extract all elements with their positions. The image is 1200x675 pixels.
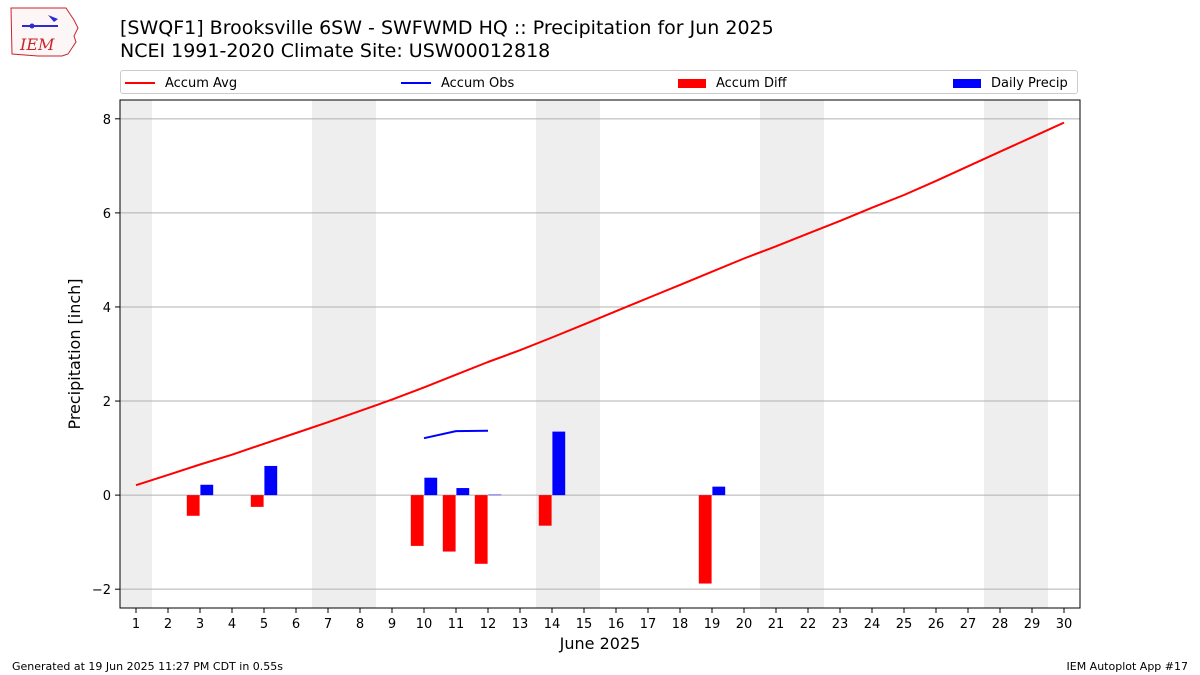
daily-precip-bar [488, 494, 502, 496]
x-tick-label: 28 [992, 617, 1009, 632]
legend-swatch-accum-obs [401, 82, 431, 84]
app-credit: IEM Autoplot App #17 [1066, 660, 1189, 673]
x-tick-label: 4 [228, 617, 236, 632]
x-tick-label: 9 [388, 617, 396, 632]
accum-diff-bar [410, 495, 424, 546]
x-tick-label: 26 [928, 617, 945, 632]
x-tick-label: 30 [1056, 617, 1073, 632]
x-axis-label: June 2025 [559, 634, 641, 653]
x-tick-label: 27 [960, 617, 977, 632]
accum-diff-bar [250, 495, 264, 507]
legend: Accum Avg Accum Obs Accum Diff Daily Pre… [120, 70, 1078, 94]
y-tick-label: 2 [103, 395, 111, 410]
generated-note: Generated at 19 Jun 2025 11:27 PM CDT in… [12, 660, 284, 673]
x-tick-label: 21 [768, 617, 785, 632]
x-tick-label: 3 [196, 617, 204, 632]
daily-precip-bar [552, 431, 566, 496]
accum-diff-bar [538, 495, 552, 526]
x-tick-label: 2 [164, 617, 172, 632]
legend-item-accum-avg: Accum Avg [125, 74, 237, 92]
y-tick-label: −2 [92, 583, 111, 598]
x-tick-label: 14 [544, 617, 561, 632]
x-tick-label: 29 [1024, 617, 1041, 632]
x-tick-label: 22 [800, 617, 817, 632]
x-tick-label: 12 [480, 617, 497, 632]
y-tick-label: 6 [103, 207, 111, 222]
x-tick-label: 1 [132, 617, 140, 632]
accum-diff-bar [698, 495, 712, 584]
accum-diff-bar [442, 495, 456, 552]
legend-swatch-daily-precip [953, 78, 981, 88]
accum-obs-line [423, 429, 489, 440]
x-tick-label: 16 [608, 617, 625, 632]
daily-precip-bar [424, 477, 438, 496]
logo-text: IEM [19, 35, 55, 54]
weekend-band [312, 100, 376, 608]
legend-label-accum-avg: Accum Avg [165, 75, 238, 91]
x-tick-label: 7 [324, 617, 332, 632]
accum-diff-bar [186, 495, 200, 516]
y-tick-label: 4 [103, 301, 111, 316]
iem-logo: IEM [8, 6, 80, 62]
chart-title: [SWQF1] Brooksville 6SW - SWFWMD HQ :: P… [120, 17, 774, 39]
legend-swatch-accum-diff [678, 78, 706, 88]
weekend-band [120, 100, 152, 608]
y-tick-label: 8 [103, 113, 111, 128]
legend-item-daily-precip: Daily Precip [953, 74, 1068, 92]
x-tick-label: 25 [896, 617, 913, 632]
daily-precip-bar [264, 465, 278, 496]
x-tick-label: 20 [736, 617, 753, 632]
legend-swatch-accum-avg [125, 82, 155, 84]
legend-label-accum-obs: Accum Obs [441, 75, 515, 91]
x-tick-label: 23 [832, 617, 849, 632]
legend-item-accum-obs: Accum Obs [401, 74, 514, 92]
y-tick-label: 0 [103, 489, 111, 504]
legend-item-accum-diff: Accum Diff [678, 74, 787, 92]
accum-diff-bar [474, 495, 488, 564]
weekend-band [984, 100, 1048, 608]
x-tick-label: 18 [672, 617, 689, 632]
daily-precip-bar [712, 486, 726, 496]
iem-logo-graphic: IEM [10, 7, 79, 57]
x-tick-label: 8 [356, 617, 364, 632]
daily-precip-bar [456, 488, 470, 496]
weekend-band [760, 100, 824, 608]
plot-frame [119, 99, 1081, 609]
x-tick-label: 15 [576, 617, 593, 632]
x-tick-label: 24 [864, 617, 881, 632]
x-tick-label: 17 [640, 617, 657, 632]
x-tick-label: 11 [448, 617, 465, 632]
accum-avg-line [135, 121, 1065, 487]
legend-label-daily-precip: Daily Precip [991, 75, 1068, 91]
weekend-band [536, 100, 600, 608]
y-axis-label: Precipitation [inch] [65, 278, 84, 429]
x-tick-label: 10 [416, 617, 433, 632]
x-tick-label: 5 [260, 617, 268, 632]
legend-label-accum-diff: Accum Diff [716, 75, 787, 91]
x-tick-label: 6 [292, 617, 300, 632]
x-tick-label: 13 [512, 617, 529, 632]
x-tick-label: 19 [704, 617, 721, 632]
chart-subtitle: NCEI 1991-2020 Climate Site: USW00012818 [120, 40, 551, 62]
daily-precip-bar [200, 484, 214, 496]
